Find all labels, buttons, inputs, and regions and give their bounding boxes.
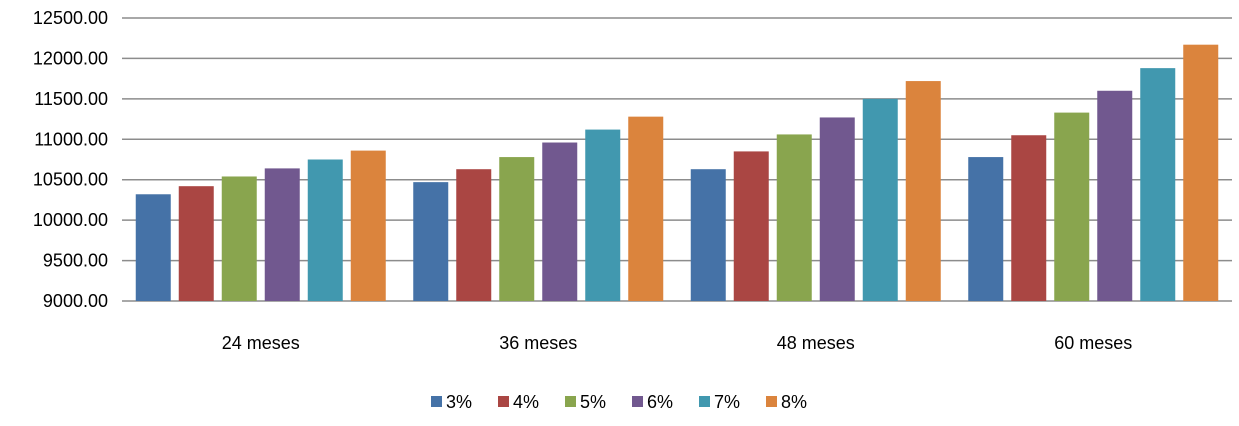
bar <box>136 194 171 301</box>
bar <box>691 169 726 301</box>
bar <box>906 81 941 301</box>
legend-label: 5% <box>580 392 606 412</box>
bar <box>734 151 769 301</box>
legend: 3% 4% 5% 6% 7% 8% <box>431 392 807 412</box>
legend-swatch <box>632 396 643 407</box>
x-tick-label: 36 meses <box>499 333 577 353</box>
bar <box>265 168 300 301</box>
x-axis-ticks: 24 meses 36 meses 48 meses 60 meses <box>222 333 1133 353</box>
legend-swatch <box>766 396 777 407</box>
legend-label: 7% <box>714 392 740 412</box>
x-tick-label: 48 meses <box>777 333 855 353</box>
bar <box>628 117 663 301</box>
bar <box>1097 91 1132 301</box>
x-tick-label: 60 meses <box>1054 333 1132 353</box>
bar <box>1140 68 1175 301</box>
bar <box>968 157 1003 301</box>
bar <box>179 186 214 301</box>
y-tick-label: 11000.00 <box>34 129 108 149</box>
y-tick-label: 9500.00 <box>43 251 108 271</box>
x-tick-label: 24 meses <box>222 333 300 353</box>
legend-label: 3% <box>446 392 472 412</box>
legend-swatch <box>498 396 509 407</box>
legend-swatch <box>565 396 576 407</box>
y-tick-label: 11500.00 <box>34 89 108 109</box>
bar <box>1054 113 1089 301</box>
bar <box>413 182 448 301</box>
bar <box>222 176 257 301</box>
bar <box>1183 45 1218 301</box>
bar <box>499 157 534 301</box>
bar <box>777 134 812 301</box>
bar <box>585 130 620 301</box>
legend-label: 6% <box>647 392 673 412</box>
bar <box>820 117 855 301</box>
bar <box>863 99 898 301</box>
legend-swatch <box>431 396 442 407</box>
legend-swatch <box>699 396 710 407</box>
y-tick-label: 12000.00 <box>33 48 108 68</box>
y-tick-label: 12500.00 <box>33 8 108 28</box>
bar <box>542 143 577 301</box>
y-tick-label: 10000.00 <box>33 210 108 230</box>
bar <box>351 151 386 301</box>
legend-label: 4% <box>513 392 539 412</box>
bar <box>308 160 343 302</box>
y-axis-ticks: 9000.00 9500.00 10000.00 10500.00 11000.00 11… <box>33 8 108 311</box>
bars <box>136 45 1219 301</box>
y-tick-label: 9000.00 <box>43 291 108 311</box>
bar <box>1011 135 1046 301</box>
bar <box>456 169 491 301</box>
legend-label: 8% <box>781 392 807 412</box>
y-tick-label: 10500.00 <box>33 170 108 190</box>
